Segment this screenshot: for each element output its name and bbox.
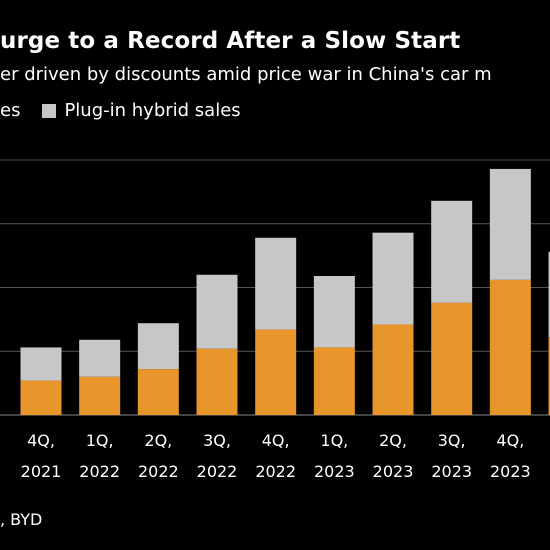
tick-label-year-7: 2023	[431, 462, 472, 481]
legend-label-bev: es	[0, 100, 21, 121]
chart-subtitle: er driven by discounts amid price war in…	[0, 64, 492, 85]
tick-label-year-8: 2023	[490, 462, 531, 481]
bar-phev-7	[431, 200, 473, 303]
bar-bev-6	[372, 324, 414, 415]
source-note: , BYD	[0, 510, 43, 529]
bar-bev-4	[255, 329, 297, 415]
bar-phev-3	[196, 274, 238, 349]
bar-bev-5	[313, 347, 355, 415]
bar-phev-5	[313, 276, 355, 348]
tick-label-year-5: 2023	[314, 462, 355, 481]
bar-bev-8	[489, 279, 531, 415]
bar-phev-0	[20, 347, 62, 381]
tick-label-quarter-4: 4Q,	[262, 431, 290, 450]
bar-phev-1	[79, 339, 121, 377]
chart-title: urge to a Record After a Slow Start	[0, 28, 461, 54]
tick-label-year-3: 2022	[197, 462, 238, 481]
x-axis-ticks: 4Q, 2021 1Q, 2022 2Q, 2022 3Q, 2022 4Q, 2022 1Q, 20…	[21, 431, 531, 481]
tick-label-year-1: 2022	[79, 462, 120, 481]
tick-label-quarter-2: 2Q,	[144, 431, 172, 450]
tick-label-quarter-6: 2Q,	[379, 431, 407, 450]
bar-phev-9	[548, 251, 550, 338]
bar-phev-8	[489, 168, 531, 280]
legend-label-phev: Plug-in hybrid sales	[64, 100, 241, 121]
tick-label-quarter-1: 1Q,	[86, 431, 114, 450]
tick-label-quarter-3: 3Q,	[203, 431, 231, 450]
tick-label-year-6: 2023	[373, 462, 414, 481]
bar-bev-0	[20, 380, 62, 415]
tick-label-year-0: 2021	[21, 462, 62, 481]
bar-bev-7	[431, 302, 473, 415]
tick-label-quarter-7: 3Q,	[438, 431, 466, 450]
bar-bev-1	[79, 376, 121, 415]
bar-bev-3	[196, 348, 238, 415]
tick-label-quarter-0: 4Q,	[27, 431, 55, 450]
bar-bev-9	[548, 337, 550, 415]
bar-phev-2	[137, 323, 179, 370]
tick-label-year-2: 2022	[138, 462, 179, 481]
legend-swatch-phev	[42, 103, 57, 118]
bars	[20, 168, 550, 415]
bar-bev-2	[137, 369, 179, 415]
tick-label-quarter-8: 4Q,	[496, 431, 524, 450]
legend: es Plug-in hybrid sales	[0, 100, 241, 121]
tick-label-year-4: 2022	[255, 462, 296, 481]
bar-phev-4	[255, 237, 297, 330]
bar-phev-6	[372, 232, 414, 325]
tick-label-quarter-5: 1Q,	[320, 431, 348, 450]
